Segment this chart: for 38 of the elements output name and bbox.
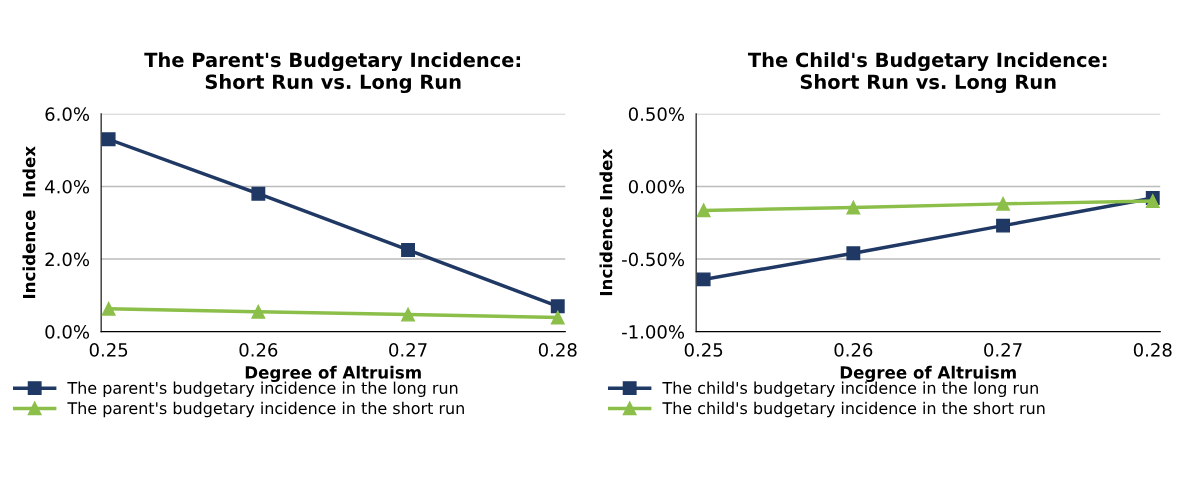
y-tick-label: 0.0%	[45, 325, 90, 339]
point	[696, 203, 711, 218]
point	[550, 310, 565, 325]
point	[996, 218, 1010, 233]
x-tick-label: 0.26	[239, 343, 278, 357]
point	[401, 307, 415, 322]
y-tick-label: 0.50%	[628, 107, 685, 121]
x-tick-label: 0.27	[389, 343, 427, 357]
y-axis-title: Incidence Index	[22, 146, 36, 299]
x-tick-label: 0.25	[684, 343, 723, 357]
y-tick-label: -1.00%	[622, 325, 685, 339]
legend-label: The child's budgetary incidence in the long run	[662, 381, 1038, 398]
point	[101, 301, 116, 316]
y-tick-label: -0.50%	[622, 252, 685, 267]
x-tick-label: 0.25	[89, 343, 128, 357]
x-tick-label: 0.28	[1133, 343, 1172, 357]
x-tick-label: 0.26	[834, 343, 873, 357]
x-tick-label: 0.27	[984, 343, 1022, 357]
chart-title: The Child's Budgetary Incidence: Short Run vs. Long Run	[748, 52, 1107, 94]
y-axis-title: Incidence Index	[599, 149, 613, 296]
y-tick-label: 0.00%	[628, 179, 685, 194]
y-tick-label: 2.0%	[45, 252, 90, 267]
point	[846, 200, 861, 215]
legend-label: The parent's budgetary incidence in the long run	[67, 381, 458, 398]
point	[251, 304, 266, 319]
x-tick-label: 0.28	[538, 343, 577, 357]
y-tick-label: 4.0%	[45, 179, 90, 194]
legend-label: The child's budgetary incidence in the short run	[662, 401, 1045, 418]
point	[550, 299, 565, 314]
point	[101, 132, 116, 147]
chart-title: The Parent's Budgetary Incidence: Short Run vs. Long Run	[144, 52, 521, 94]
point	[996, 196, 1010, 211]
point	[251, 186, 266, 201]
point	[401, 243, 415, 257]
point	[696, 272, 711, 287]
legend-label: The parent's budgetary incidence in the short run	[67, 401, 464, 418]
point	[846, 246, 861, 261]
y-tick-label: 6.0%	[45, 107, 90, 121]
